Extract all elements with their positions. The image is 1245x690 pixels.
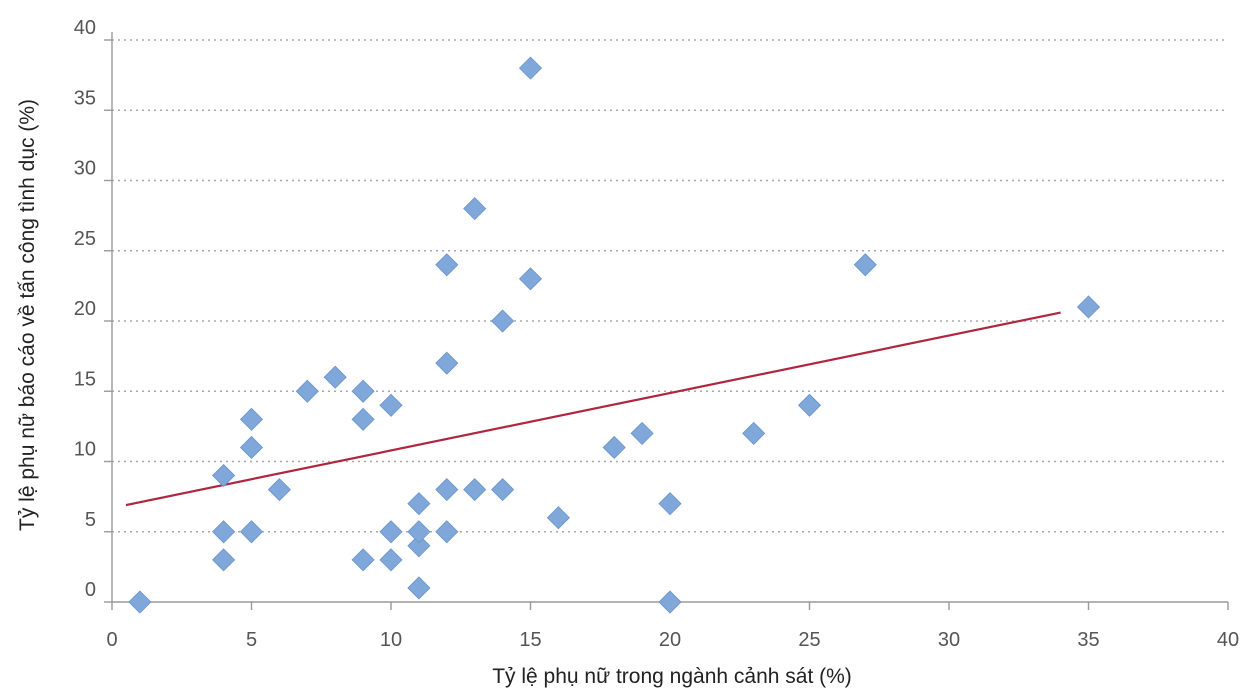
data-point [518, 56, 543, 80]
data-point [212, 520, 236, 544]
data-point [491, 478, 515, 502]
data-point [658, 492, 682, 516]
data-point [602, 435, 626, 460]
x-tick-label: 20 [659, 629, 681, 651]
data-point [435, 351, 459, 375]
y-tick-label: 10 [74, 439, 96, 461]
trendline [125, 311, 1061, 507]
y-tick-labels: 0 5 10 15 20 25 30 35 40 [74, 17, 112, 603]
data-point [351, 548, 375, 572]
data-point [379, 520, 403, 544]
x-tick-label: 5 [246, 629, 257, 651]
data-point [212, 463, 236, 488]
data-point [1076, 295, 1101, 319]
data-point [239, 520, 264, 544]
x-tick-labels: 0 5 10 15 20 25 30 35 40 [106, 602, 1239, 651]
data-point [797, 393, 822, 417]
y-tick-label: 25 [74, 228, 96, 250]
data-point [351, 379, 375, 403]
data-point [407, 492, 431, 516]
data-point [435, 253, 459, 277]
x-tick-label: 30 [938, 629, 960, 651]
data-point [491, 309, 515, 333]
y-tick-label: 15 [74, 368, 96, 390]
axes [111, 32, 1228, 603]
x-tick-label: 40 [1217, 629, 1239, 651]
data-point [212, 548, 236, 572]
y-axis-title: Tỷ lệ phụ nữ báo cáo về tấn công tình dụ… [16, 99, 39, 531]
x-tick-label: 10 [380, 629, 402, 651]
data-point [407, 520, 431, 544]
trendline-group [125, 311, 1061, 507]
data-point [351, 407, 375, 431]
data-point [295, 379, 319, 403]
data-point [407, 576, 431, 600]
data-point [518, 267, 543, 291]
gridlines [112, 39, 1228, 533]
y-tick-label: 20 [74, 298, 96, 320]
data-point [435, 520, 459, 544]
data-point [630, 421, 654, 445]
data-point [853, 253, 877, 277]
x-axis-title: Tỷ lệ phụ nữ trong ngành cảnh sát (%) [492, 665, 852, 688]
data-point [239, 435, 264, 460]
data-point [267, 478, 291, 502]
data-point [463, 197, 487, 221]
data-point [435, 478, 459, 502]
data-point [379, 548, 403, 572]
y-tick-label: 5 [85, 509, 96, 531]
data-point [407, 534, 431, 558]
data-point [742, 421, 766, 445]
data-point [463, 478, 487, 502]
data-point [239, 407, 264, 431]
data-point [323, 365, 347, 389]
y-tick-label: 40 [74, 17, 96, 39]
x-tick-label: 25 [798, 629, 820, 651]
data-point [546, 506, 570, 530]
y-tick-label: 0 [85, 579, 96, 601]
y-tick-label: 30 [74, 158, 96, 180]
data-point [379, 393, 403, 417]
x-tick-label: 15 [519, 629, 541, 651]
y-tick-label: 35 [74, 87, 96, 109]
data-point [128, 590, 152, 614]
x-tick-label: 0 [106, 629, 117, 651]
data-point [658, 590, 682, 614]
data-points [128, 56, 1101, 614]
x-tick-label: 35 [1077, 629, 1099, 651]
